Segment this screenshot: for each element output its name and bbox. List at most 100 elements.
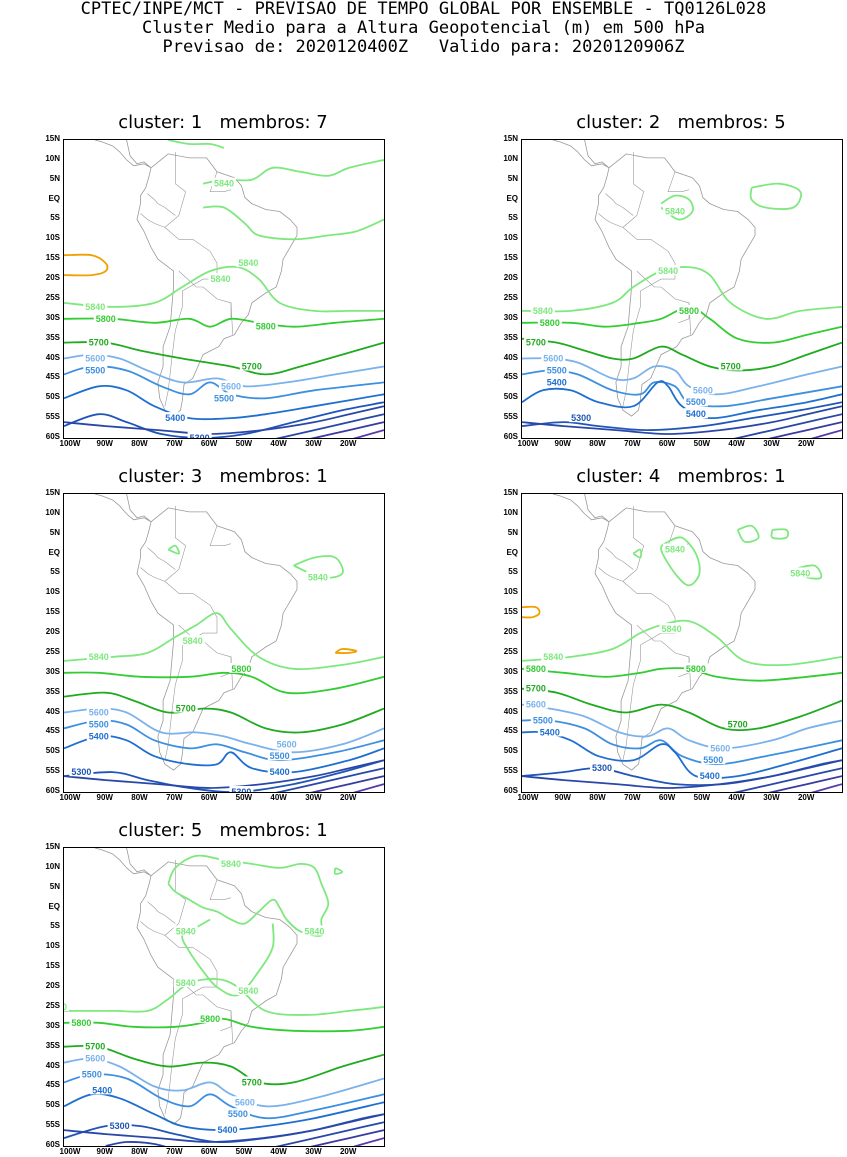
lat-tick-label: 5N	[49, 173, 60, 183]
panel-title-cluster-1: cluster: 1 membros: 7	[118, 112, 328, 133]
contour-label-text: 5700	[728, 719, 748, 729]
lat-tick-label: 45S	[503, 372, 518, 382]
map-panel-cluster-5: 5840 5840 5840 5840 5840 5840 5800 5800 5700 5700…	[63, 847, 385, 1147]
contour-line	[522, 266, 842, 320]
lon-tick-label: 80W	[131, 439, 148, 448]
map-canvas: 5840 5840 5840 5840 5840 5840 5800 5800 5700 5700…	[64, 848, 384, 1146]
contour-label: 5500	[79, 1068, 104, 1079]
contour-label: 5840	[208, 273, 233, 284]
contour-line	[64, 385, 384, 421]
lat-tick-label: 15S	[45, 961, 60, 971]
lat-tick-label: 20S	[503, 627, 518, 637]
contour-label: 5840	[788, 567, 813, 578]
contour-label-text: 5800	[526, 664, 546, 674]
contour-label-text: 5840	[790, 568, 810, 578]
lat-tick-label: 40S	[45, 1060, 60, 1070]
contour-label-text: 5840	[221, 859, 241, 869]
country-border	[605, 547, 634, 570]
contour-label: 5400	[697, 770, 722, 781]
lat-tick-label: 40S	[45, 706, 60, 716]
lon-tick-label: 80W	[589, 793, 606, 802]
contour-label: 5300	[187, 432, 212, 438]
lon-tick-label: 90W	[96, 439, 113, 448]
contour-line	[522, 687, 842, 732]
contour-label: 5300	[569, 412, 594, 423]
contour-label-text: 5840	[64, 1002, 67, 1012]
lon-tick-label: 80W	[131, 793, 148, 802]
lon-tick-label: 40W	[728, 439, 745, 448]
contour-label: 5840	[541, 650, 566, 662]
contour-line	[275, 767, 384, 792]
contour-label: 5840	[173, 977, 198, 988]
lat-tick-label: 35S	[45, 1040, 60, 1050]
lat-tick-label: 15N	[45, 842, 60, 851]
lon-tick-label: 50W	[235, 439, 253, 448]
lat-tick-label: 35S	[503, 686, 518, 696]
contour-label: 5300	[107, 1120, 132, 1131]
lon-tick-label: 50W	[693, 439, 711, 448]
lon-tick-label: 100W	[59, 439, 81, 448]
contour-line	[733, 767, 842, 792]
lat-tick-label: 10N	[45, 507, 60, 517]
lon-tick-label: 100W	[59, 1147, 81, 1156]
lat-tick-label: 55S	[45, 412, 60, 422]
lat-tick-label: 60S	[503, 432, 518, 441]
contour-label-text: 5840	[658, 266, 678, 276]
contour-line	[64, 365, 384, 400]
contour-label-text: 5300	[71, 767, 91, 777]
contour-label: 5840	[530, 304, 555, 316]
contour-line	[522, 357, 842, 396]
lat-tick-label: 50S	[45, 746, 60, 756]
contour-label-text: 5800	[256, 322, 276, 332]
lon-tick-label: 20W	[339, 1147, 357, 1156]
contour-label-text: 5500	[270, 751, 290, 761]
lat-tick-label: 45S	[45, 726, 60, 736]
country-border	[622, 227, 676, 292]
country-border	[622, 151, 645, 228]
lat-tick-label: 10S	[503, 233, 518, 243]
contour-line	[64, 978, 384, 1016]
lat-tick-label: 35S	[45, 332, 60, 342]
header-line-3: Previsao de: 2020120400Z Valido para: 20…	[162, 37, 685, 57]
lon-tick-label: 40W	[270, 1147, 287, 1156]
lat-tick-label: 50S	[45, 392, 60, 402]
contour-label-text: 5600	[693, 385, 713, 395]
lat-tick-label: 5N	[49, 881, 60, 891]
lat-tick-label: 10N	[45, 861, 60, 871]
contour-label: 5840	[236, 257, 261, 268]
lon-tick-label: 40W	[728, 793, 745, 802]
lat-tick-label: 5N	[507, 527, 518, 537]
contour-line	[632, 548, 643, 559]
map-canvas: 5840584058405800580057005700560056005500…	[522, 140, 842, 438]
lon-tick-label: 70W	[166, 793, 183, 802]
country-border	[605, 193, 634, 216]
country-border	[147, 193, 176, 216]
contour-label-text: 5400	[165, 413, 185, 423]
lon-tick-label: 60W	[200, 439, 218, 448]
contour-label-text: 5400	[92, 1085, 112, 1095]
contour-label-text: 5840	[211, 274, 231, 284]
contour-label-text: 5700	[176, 704, 196, 714]
lon-tick-label: 50W	[235, 793, 253, 802]
contour-line	[811, 783, 842, 792]
contour-label-text: 5500	[686, 397, 706, 407]
lat-tick-label: 5S	[50, 213, 60, 223]
contour-label: 5840	[218, 857, 243, 869]
contour-label: 5700	[173, 702, 198, 714]
contour-label: 5840	[663, 205, 688, 217]
lat-tick-label: 55S	[503, 412, 518, 422]
lat-tick-label: 10S	[45, 941, 60, 951]
lat-tick-label: 15N	[503, 488, 518, 497]
south-america-coastline	[136, 153, 298, 417]
contour-label-text: 5700	[526, 684, 546, 694]
contour-line	[749, 182, 802, 210]
lat-tick-label: 35S	[503, 332, 518, 342]
country-border	[622, 581, 676, 646]
contour-label: 5700	[86, 336, 111, 348]
lat-tick-label: 55S	[45, 1120, 60, 1130]
lon-tick-label: 60W	[200, 793, 218, 802]
contour-label: 5800	[69, 1016, 94, 1028]
contour-line	[768, 775, 842, 792]
lon-tick-label: 20W	[797, 439, 815, 448]
lat-tick-label: 45S	[45, 372, 60, 382]
